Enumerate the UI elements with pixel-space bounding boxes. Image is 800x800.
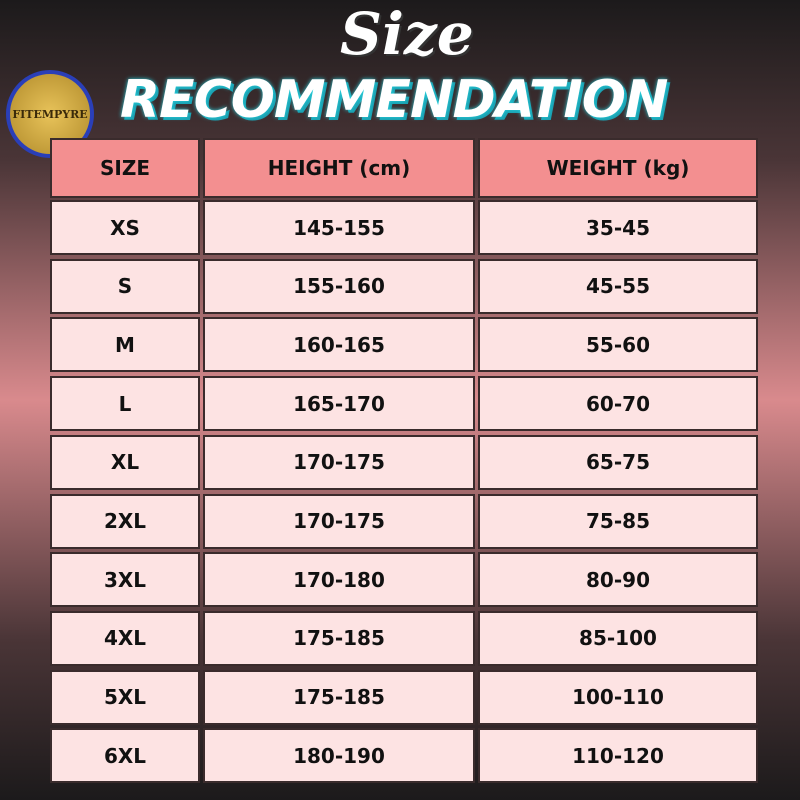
cell: 65-75 — [478, 434, 758, 490]
cell: 80-90 — [478, 552, 758, 608]
cell: 160-165 — [203, 317, 475, 373]
cell: 75-85 — [478, 493, 758, 549]
cell: 3XL — [50, 552, 200, 608]
cell: 165-170 — [203, 376, 475, 432]
cell: 55-60 — [478, 317, 758, 373]
header-cell: WEIGHT (kg) — [478, 138, 758, 198]
title: RECOMMENDATION — [120, 70, 668, 130]
cell: 175-185 — [203, 669, 475, 725]
header-cell: HEIGHT (cm) — [203, 138, 475, 198]
cell: M — [50, 317, 200, 373]
cell: 145-155 — [203, 200, 475, 255]
cell: 170-175 — [203, 493, 475, 549]
cell: 180-190 — [203, 728, 475, 784]
title-script: Size — [340, 0, 474, 68]
cell: 85-100 — [478, 610, 758, 666]
cell: XS — [50, 200, 200, 255]
cell: 175-185 — [203, 610, 475, 666]
header-cell: SIZE — [50, 138, 200, 198]
cell: 60-70 — [478, 376, 758, 432]
cell: S — [50, 258, 200, 314]
cell: 170-180 — [203, 552, 475, 608]
cell: XL — [50, 434, 200, 490]
cell: 5XL — [50, 669, 200, 725]
cell: 100-110 — [478, 669, 758, 725]
cell: 6XL — [50, 728, 200, 784]
cell: 155-160 — [203, 258, 475, 314]
cell: 2XL — [50, 493, 200, 549]
cell: L — [50, 376, 200, 432]
cell: 4XL — [50, 610, 200, 666]
cell: 35-45 — [478, 200, 758, 255]
cell: 110-120 — [478, 728, 758, 784]
cell: 45-55 — [478, 258, 758, 314]
cell: 170-175 — [203, 434, 475, 490]
